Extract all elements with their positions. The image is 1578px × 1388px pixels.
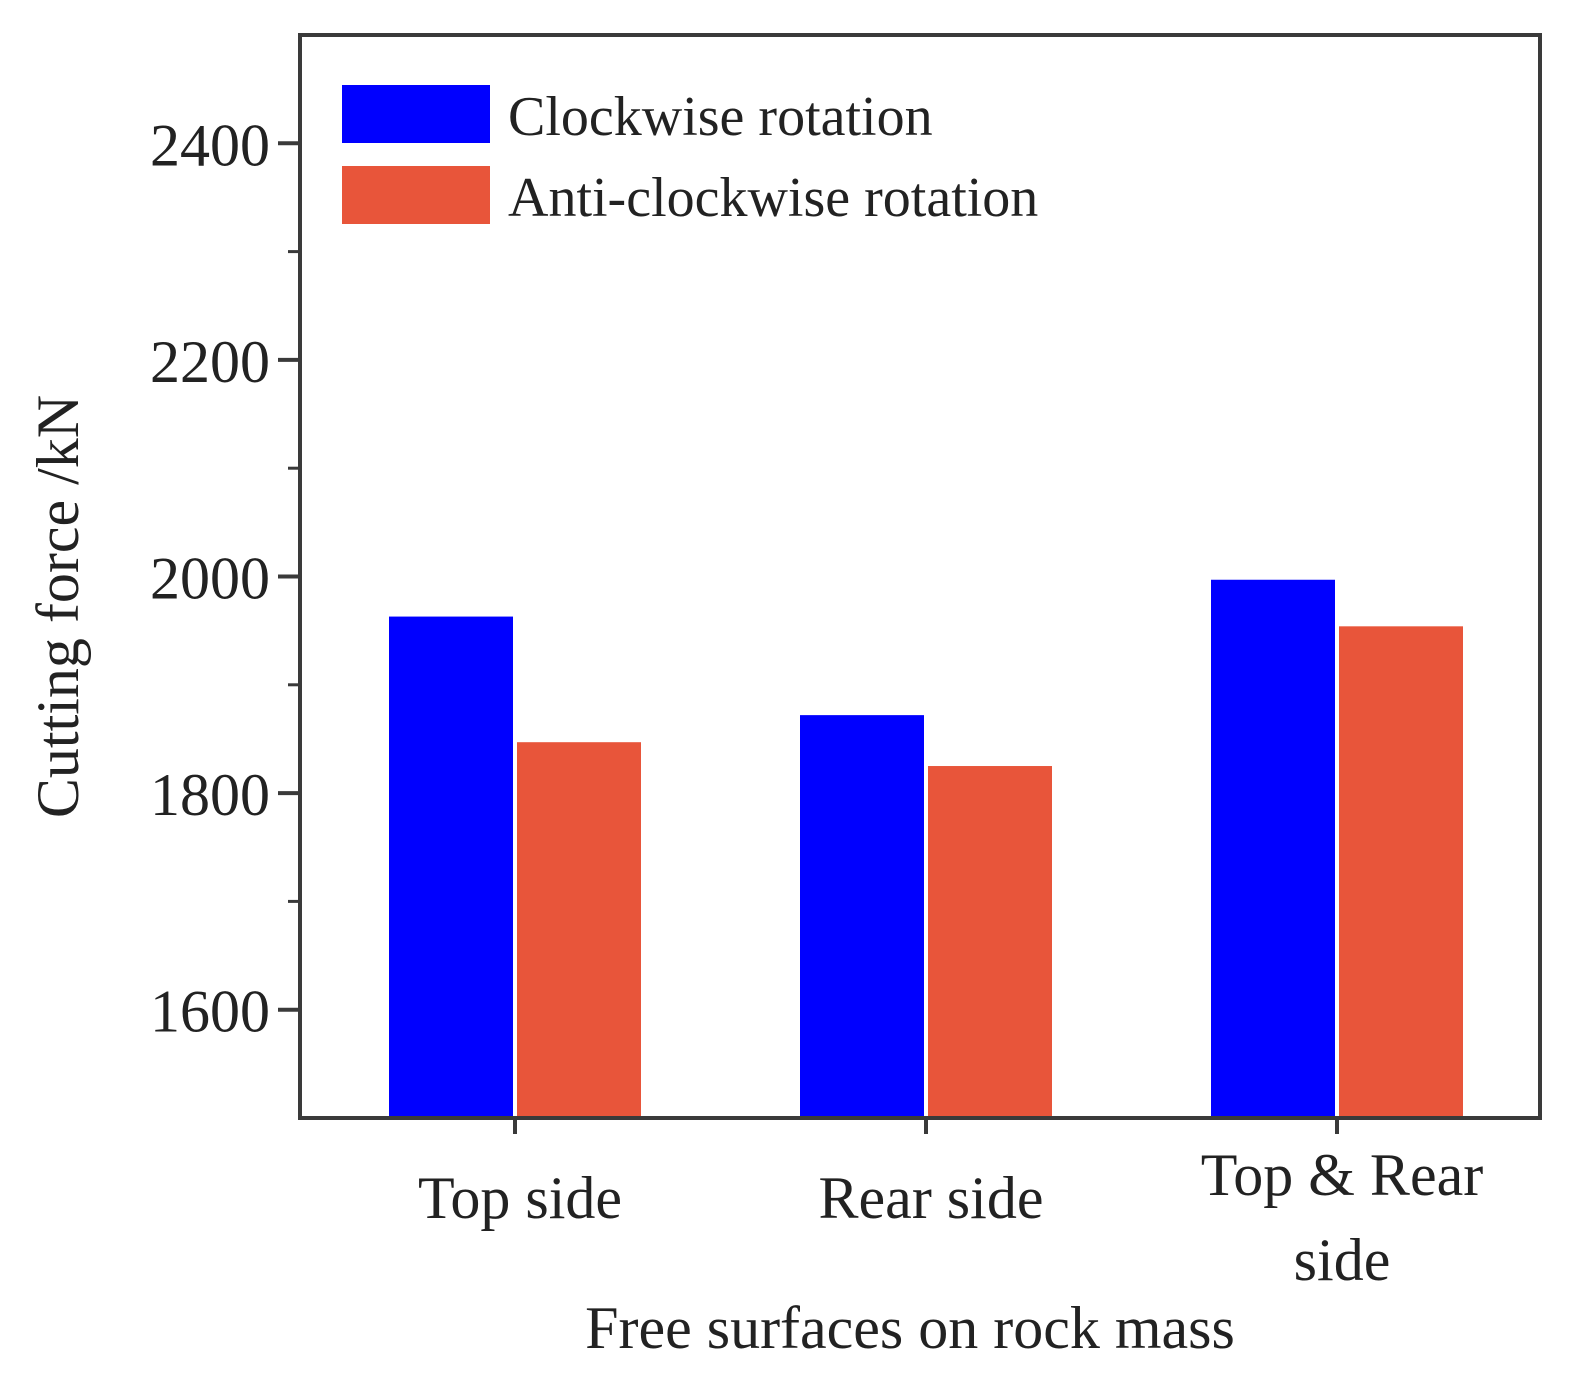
bars-group [389, 579, 1463, 1118]
legend: Clockwise rotation Anti-clockwise rotatio… [342, 85, 1038, 229]
bar-clockwise-3 [1211, 579, 1335, 1118]
y-tick-label: 2000 [150, 546, 270, 612]
bar-anticlockwise-3 [1339, 626, 1463, 1118]
bar-anticlockwise-2 [928, 766, 1052, 1118]
x-category-label: Top & Rear [1201, 1142, 1483, 1208]
bar-clockwise-1 [389, 616, 513, 1118]
legend-swatch-anticlockwise [342, 166, 490, 224]
legend-swatch-clockwise [342, 85, 490, 143]
bar-anticlockwise-1 [517, 742, 641, 1118]
y-tick-label: 2200 [150, 329, 270, 395]
bar-clockwise-2 [800, 715, 924, 1118]
y-tick-label: 1800 [150, 762, 270, 828]
legend-label-anticlockwise: Anti-clockwise rotation [508, 167, 1038, 229]
legend-label-clockwise: Clockwise rotation [508, 86, 933, 148]
y-tick-label: 2400 [150, 112, 270, 178]
x-axis: Top side Rear side Top & Rear side [418, 1118, 1483, 1293]
x-axis-title: Free surfaces on rock mass [585, 1295, 1235, 1361]
y-tick-label: 1600 [150, 979, 270, 1045]
x-category-label: side [1294, 1227, 1391, 1293]
y-axis: 1600 1800 2000 2200 2400 [150, 112, 300, 1045]
x-category-label: Top side [418, 1165, 622, 1231]
x-category-label: Rear side [819, 1165, 1044, 1231]
y-axis-title: Cutting force /kN [25, 395, 91, 818]
